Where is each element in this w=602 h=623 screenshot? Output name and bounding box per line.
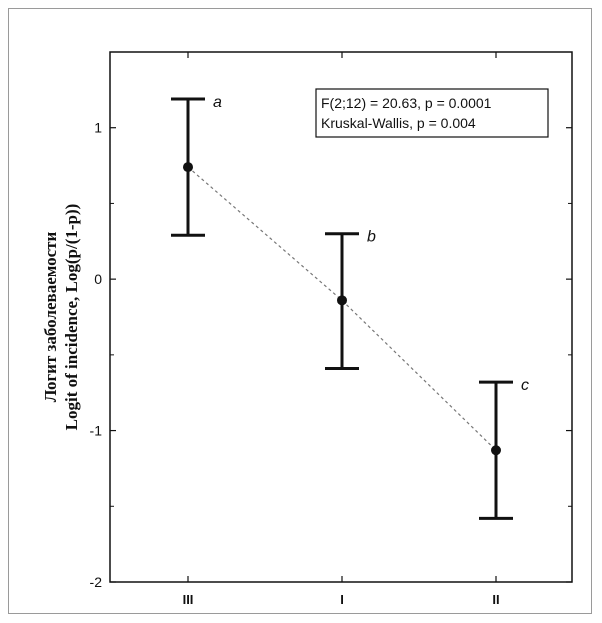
significance-letter: c xyxy=(521,377,529,394)
significance-letter: b xyxy=(367,229,376,246)
y-tick-label: 0 xyxy=(94,271,102,287)
x-category-label: I xyxy=(340,592,344,607)
mean-point xyxy=(491,445,501,456)
stats-box: F(2;12) = 20.63, p = 0.0001 Kruskal-Wall… xyxy=(315,88,549,138)
significance-letter: a xyxy=(213,94,222,111)
stats-box-border xyxy=(315,88,549,138)
y-axis-label-ru: Логит заболеваемости xyxy=(41,232,60,403)
stats-line-anova: F(2;12) = 20.63, p = 0.0001 xyxy=(321,95,492,111)
trend-line xyxy=(187,166,497,451)
mean-point xyxy=(183,162,193,173)
x-category-label: II xyxy=(492,592,499,607)
x-category-label: III xyxy=(183,592,194,607)
y-tick-label: -2 xyxy=(90,574,103,590)
stats-line-kruskal: Kruskal-Wallis, p = 0.004 xyxy=(321,115,476,131)
y-axis-label-en: Logit of incidence, Log(p/(1-p)) xyxy=(62,204,81,431)
y-tick-label: -1 xyxy=(90,423,103,439)
plot-area xyxy=(109,51,573,583)
chart-marks: a b c xyxy=(171,94,529,520)
y-tick-label: 1 xyxy=(94,120,102,136)
mean-point xyxy=(337,295,347,306)
